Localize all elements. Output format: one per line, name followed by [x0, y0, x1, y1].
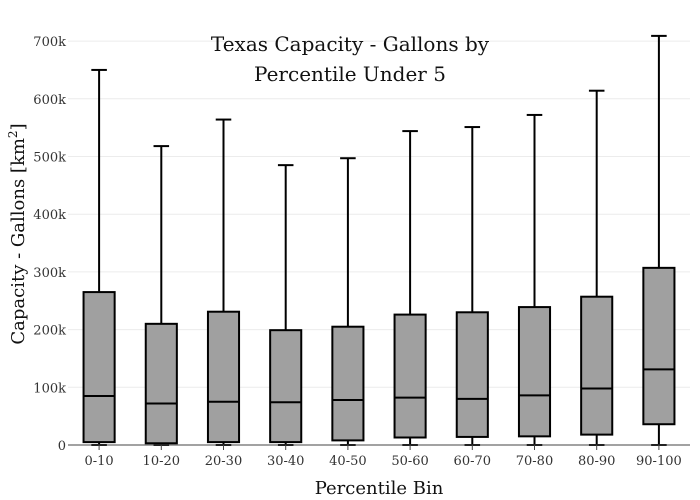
y-tick-label: 300k: [33, 266, 66, 281]
box-80-90: [580, 89, 614, 446]
x-tick-label: 20-30: [205, 454, 242, 469]
box-70-80: [517, 113, 552, 446]
x-tick-label: 40-50: [329, 454, 366, 469]
y-tick-label: 500k: [33, 150, 66, 165]
y-axis-title: Capacity - Gallons [km2]: [6, 123, 29, 344]
y-tick-label: 0: [58, 439, 66, 454]
box-60-70: [455, 126, 489, 446]
iqr-box: [144, 322, 178, 445]
x-tick-label: 10-20: [143, 454, 180, 469]
box-40-50: [331, 157, 365, 446]
y-tick-label: 600k: [33, 93, 66, 108]
x-tick-label: 50-60: [391, 454, 428, 469]
chart-title-line-2: Percentile Under 5: [254, 62, 446, 86]
iqr-box: [206, 310, 241, 444]
box-10-20: [144, 145, 178, 446]
iqr-box: [517, 306, 552, 438]
y-tick-label: 100k: [33, 381, 66, 396]
iqr-box: [393, 313, 427, 439]
x-axis-title: Percentile Bin: [315, 478, 444, 499]
x-tick-label: 70-80: [516, 454, 553, 469]
iqr-box: [455, 311, 489, 438]
y-tick-label: 700k: [33, 35, 66, 50]
y-axis-title-superscript: 2: [6, 130, 20, 138]
y-tick-label: 400k: [33, 208, 66, 223]
boxes-layer: [82, 34, 676, 446]
iqr-box: [331, 325, 365, 442]
box-20-30: [206, 118, 241, 446]
box-0-10: [82, 68, 116, 446]
y-axis-title-end: ]: [8, 123, 29, 130]
box-30-40: [269, 164, 303, 446]
iqr-box: [580, 295, 614, 436]
axes-layer: 0 100k 200k 300k 400k 500k 600k 700k 0-10 10-20 20…: [33, 35, 690, 469]
y-tick-label: 200k: [33, 324, 66, 339]
iqr-box: [642, 266, 676, 426]
box-90-100: [642, 34, 676, 446]
iqr-box: [269, 329, 303, 444]
x-tick-label: 80-90: [578, 454, 615, 469]
box-50-60: [393, 130, 427, 446]
x-tick-label: 60-70: [454, 454, 491, 469]
x-tick-label: 90-100: [636, 454, 682, 469]
y-axis-title-main: Capacity - Gallons [km: [8, 138, 29, 345]
x-tick-label: 30-40: [267, 454, 304, 469]
iqr-box: [82, 291, 116, 444]
x-tick-label: 0-10: [84, 454, 113, 469]
chart-title-line-1: Texas Capacity - Gallons by: [211, 32, 490, 56]
